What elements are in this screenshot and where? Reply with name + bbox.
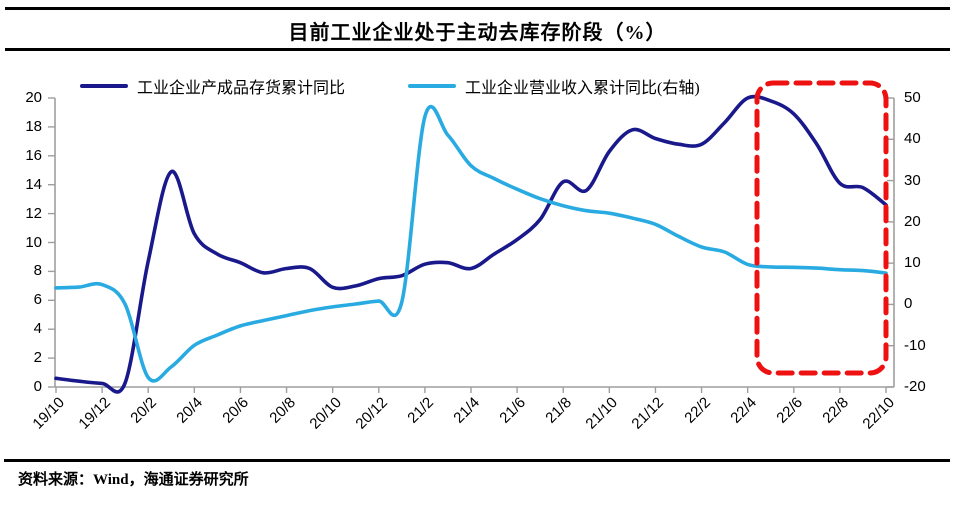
series-line-inventory [54, 94, 888, 394]
right-axis-tick-label: 10 [904, 254, 921, 272]
left-axis-tick-label: 12 [25, 204, 42, 222]
right-axis-tick-label: 30 [904, 171, 921, 189]
source-note: 资料来源：Wind，海通证券研究所 [18, 472, 249, 488]
right-axis-tick-label: 0 [904, 295, 913, 313]
highlight-box [754, 80, 889, 376]
legend-label-inventory: 工业企业产成品存货累计同比 [137, 80, 346, 97]
left-axis-tick-label: 2 [33, 349, 42, 367]
right-axis-tick-label: 20 [904, 212, 921, 230]
inventory-line-swatch [80, 84, 128, 88]
title-bottom-rule [5, 48, 950, 51]
right-axis-tick-label: 40 [904, 130, 921, 148]
page-title: 目前工业企业处于主动去库存阶段（%） [288, 22, 667, 44]
revenue-line-swatch [408, 84, 456, 88]
left-axis-tick-label: 18 [25, 117, 42, 135]
legend-label-revenue: 工业企业营业收入累计同比(右轴) [465, 80, 700, 97]
left-axis-tick-label: 8 [33, 262, 42, 280]
legend-item-revenue: 工业企业营业收入累计同比(右轴) [408, 76, 700, 97]
left-axis-tick-label: 16 [25, 146, 42, 164]
title-top-rule [5, 7, 950, 10]
left-axis-tick-label: 20 [25, 89, 42, 106]
left-axis-tick-label: 4 [33, 320, 42, 338]
series-line-revenue [54, 104, 888, 383]
left-axis-tick-label: 6 [33, 291, 42, 309]
left-axis-tick-label: 14 [25, 175, 42, 193]
left-axis-tick-label: 0 [33, 378, 42, 395]
legend-item-inventory: 工业企业产成品存货累计同比 [80, 76, 346, 97]
footer-rule [4, 459, 950, 462]
right-axis-tick-label: -10 [904, 336, 926, 354]
left-axis-tick-label: 10 [25, 233, 42, 251]
right-axis-tick-label: -20 [904, 378, 926, 395]
right-axis-tick-label: 50 [904, 89, 921, 106]
